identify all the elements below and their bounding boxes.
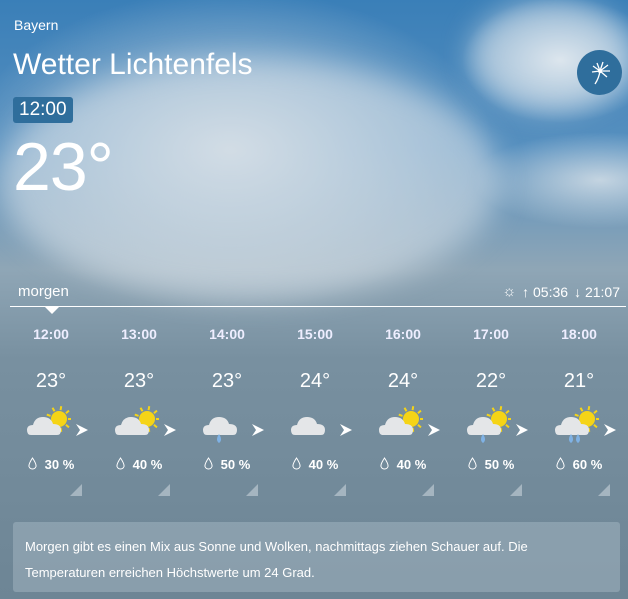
sun-cloud-rain-heavy-icon bbox=[553, 405, 600, 450]
expand-corner-icon[interactable] bbox=[70, 484, 82, 496]
wind-direction-icon bbox=[75, 423, 89, 442]
region-label: Bayern bbox=[14, 17, 59, 33]
hour-temperature: 22° bbox=[475, 370, 507, 392]
page-title: Wetter Lichtenfels bbox=[13, 48, 253, 81]
wind-direction-icon bbox=[603, 423, 617, 442]
raindrop-icon bbox=[28, 457, 37, 473]
hour-temperature: 24° bbox=[299, 370, 331, 392]
hour-temperature: 21° bbox=[563, 370, 595, 392]
time-badge: 12:00 bbox=[13, 97, 73, 123]
partly-sunny-icon bbox=[25, 405, 72, 450]
rain-probability: 60 % bbox=[572, 457, 603, 472]
sun-cloud-rain-icon bbox=[465, 405, 512, 450]
raindrop-icon bbox=[380, 457, 389, 473]
cloudy-icon bbox=[289, 405, 335, 450]
cloud-rain-icon bbox=[201, 405, 247, 450]
raindrop-icon bbox=[116, 457, 125, 473]
sun-icon: ☼ bbox=[502, 283, 517, 300]
hour-temperature: 23° bbox=[211, 370, 243, 392]
wind-direction-icon bbox=[515, 423, 529, 442]
expand-corner-icon[interactable] bbox=[246, 484, 258, 496]
raindrop-icon bbox=[556, 457, 565, 473]
raindrop-icon bbox=[204, 457, 213, 473]
partly-sunny-icon bbox=[377, 405, 424, 450]
wind-direction-icon bbox=[163, 423, 177, 442]
hour-temperature: 23° bbox=[123, 370, 155, 392]
expand-corner-icon[interactable] bbox=[598, 484, 610, 496]
hour-column[interactable]: 16:00 24° 40 % bbox=[359, 326, 447, 496]
expand-corner-icon[interactable] bbox=[334, 484, 346, 496]
hour-temperature: 23° bbox=[35, 370, 67, 392]
hour-column[interactable]: 12:00 23° 30 % bbox=[7, 326, 95, 496]
hour-time: 16:00 bbox=[385, 326, 421, 342]
hour-time: 12:00 bbox=[33, 326, 69, 342]
hour-time: 15:00 bbox=[297, 326, 333, 342]
hour-temperature: 24° bbox=[387, 370, 419, 392]
sunset-arrow-icon: ↓ bbox=[574, 283, 582, 300]
rain-probability: 30 % bbox=[44, 457, 75, 472]
raindrop-icon bbox=[468, 457, 477, 473]
sun-times: ☼ ↑ 05:36 ↓ 21:07 bbox=[502, 283, 620, 300]
hour-time: 17:00 bbox=[473, 326, 509, 342]
hour-column[interactable]: 17:00 22° 50 % bbox=[447, 326, 535, 496]
hour-time: 18:00 bbox=[561, 326, 597, 342]
sunset-time: 21:07 bbox=[584, 283, 620, 300]
hour-column[interactable]: 15:00 24° 40 % bbox=[271, 326, 359, 496]
day-header: morgen ☼ ↑ 05:36 ↓ 21:07 bbox=[10, 280, 626, 314]
hour-column[interactable]: 13:00 23° 40 % bbox=[95, 326, 183, 496]
hour-column[interactable]: 14:00 23° 50 % bbox=[183, 326, 271, 496]
expand-corner-icon[interactable] bbox=[510, 484, 522, 496]
sunrise-time: 05:36 bbox=[533, 283, 569, 300]
rain-probability: 40 % bbox=[396, 457, 427, 472]
sunrise-arrow-icon: ↑ bbox=[522, 283, 530, 300]
rain-probability: 40 % bbox=[132, 457, 163, 472]
partly-sunny-icon bbox=[113, 405, 160, 450]
wind-direction-icon bbox=[339, 423, 353, 442]
hour-time: 13:00 bbox=[121, 326, 157, 342]
hour-column[interactable]: 18:00 21° 60 % bbox=[535, 326, 623, 496]
rain-probability: 40 % bbox=[308, 457, 339, 472]
day-tab-morgen[interactable]: morgen bbox=[18, 283, 69, 300]
selected-pointer bbox=[44, 306, 60, 314]
wind-direction-icon bbox=[427, 423, 441, 442]
expand-corner-icon[interactable] bbox=[422, 484, 434, 496]
current-temperature: 23° bbox=[13, 129, 114, 205]
rain-probability: 50 % bbox=[484, 457, 515, 472]
raindrop-icon bbox=[292, 457, 301, 473]
forecast-summary: Morgen gibt es einen Mix aus Sonne und W… bbox=[13, 522, 620, 592]
wind-direction-icon bbox=[251, 423, 265, 442]
rain-probability: 50 % bbox=[220, 457, 251, 472]
hour-time: 14:00 bbox=[209, 326, 245, 342]
dandelion-icon[interactable] bbox=[577, 50, 622, 95]
expand-corner-icon[interactable] bbox=[158, 484, 170, 496]
